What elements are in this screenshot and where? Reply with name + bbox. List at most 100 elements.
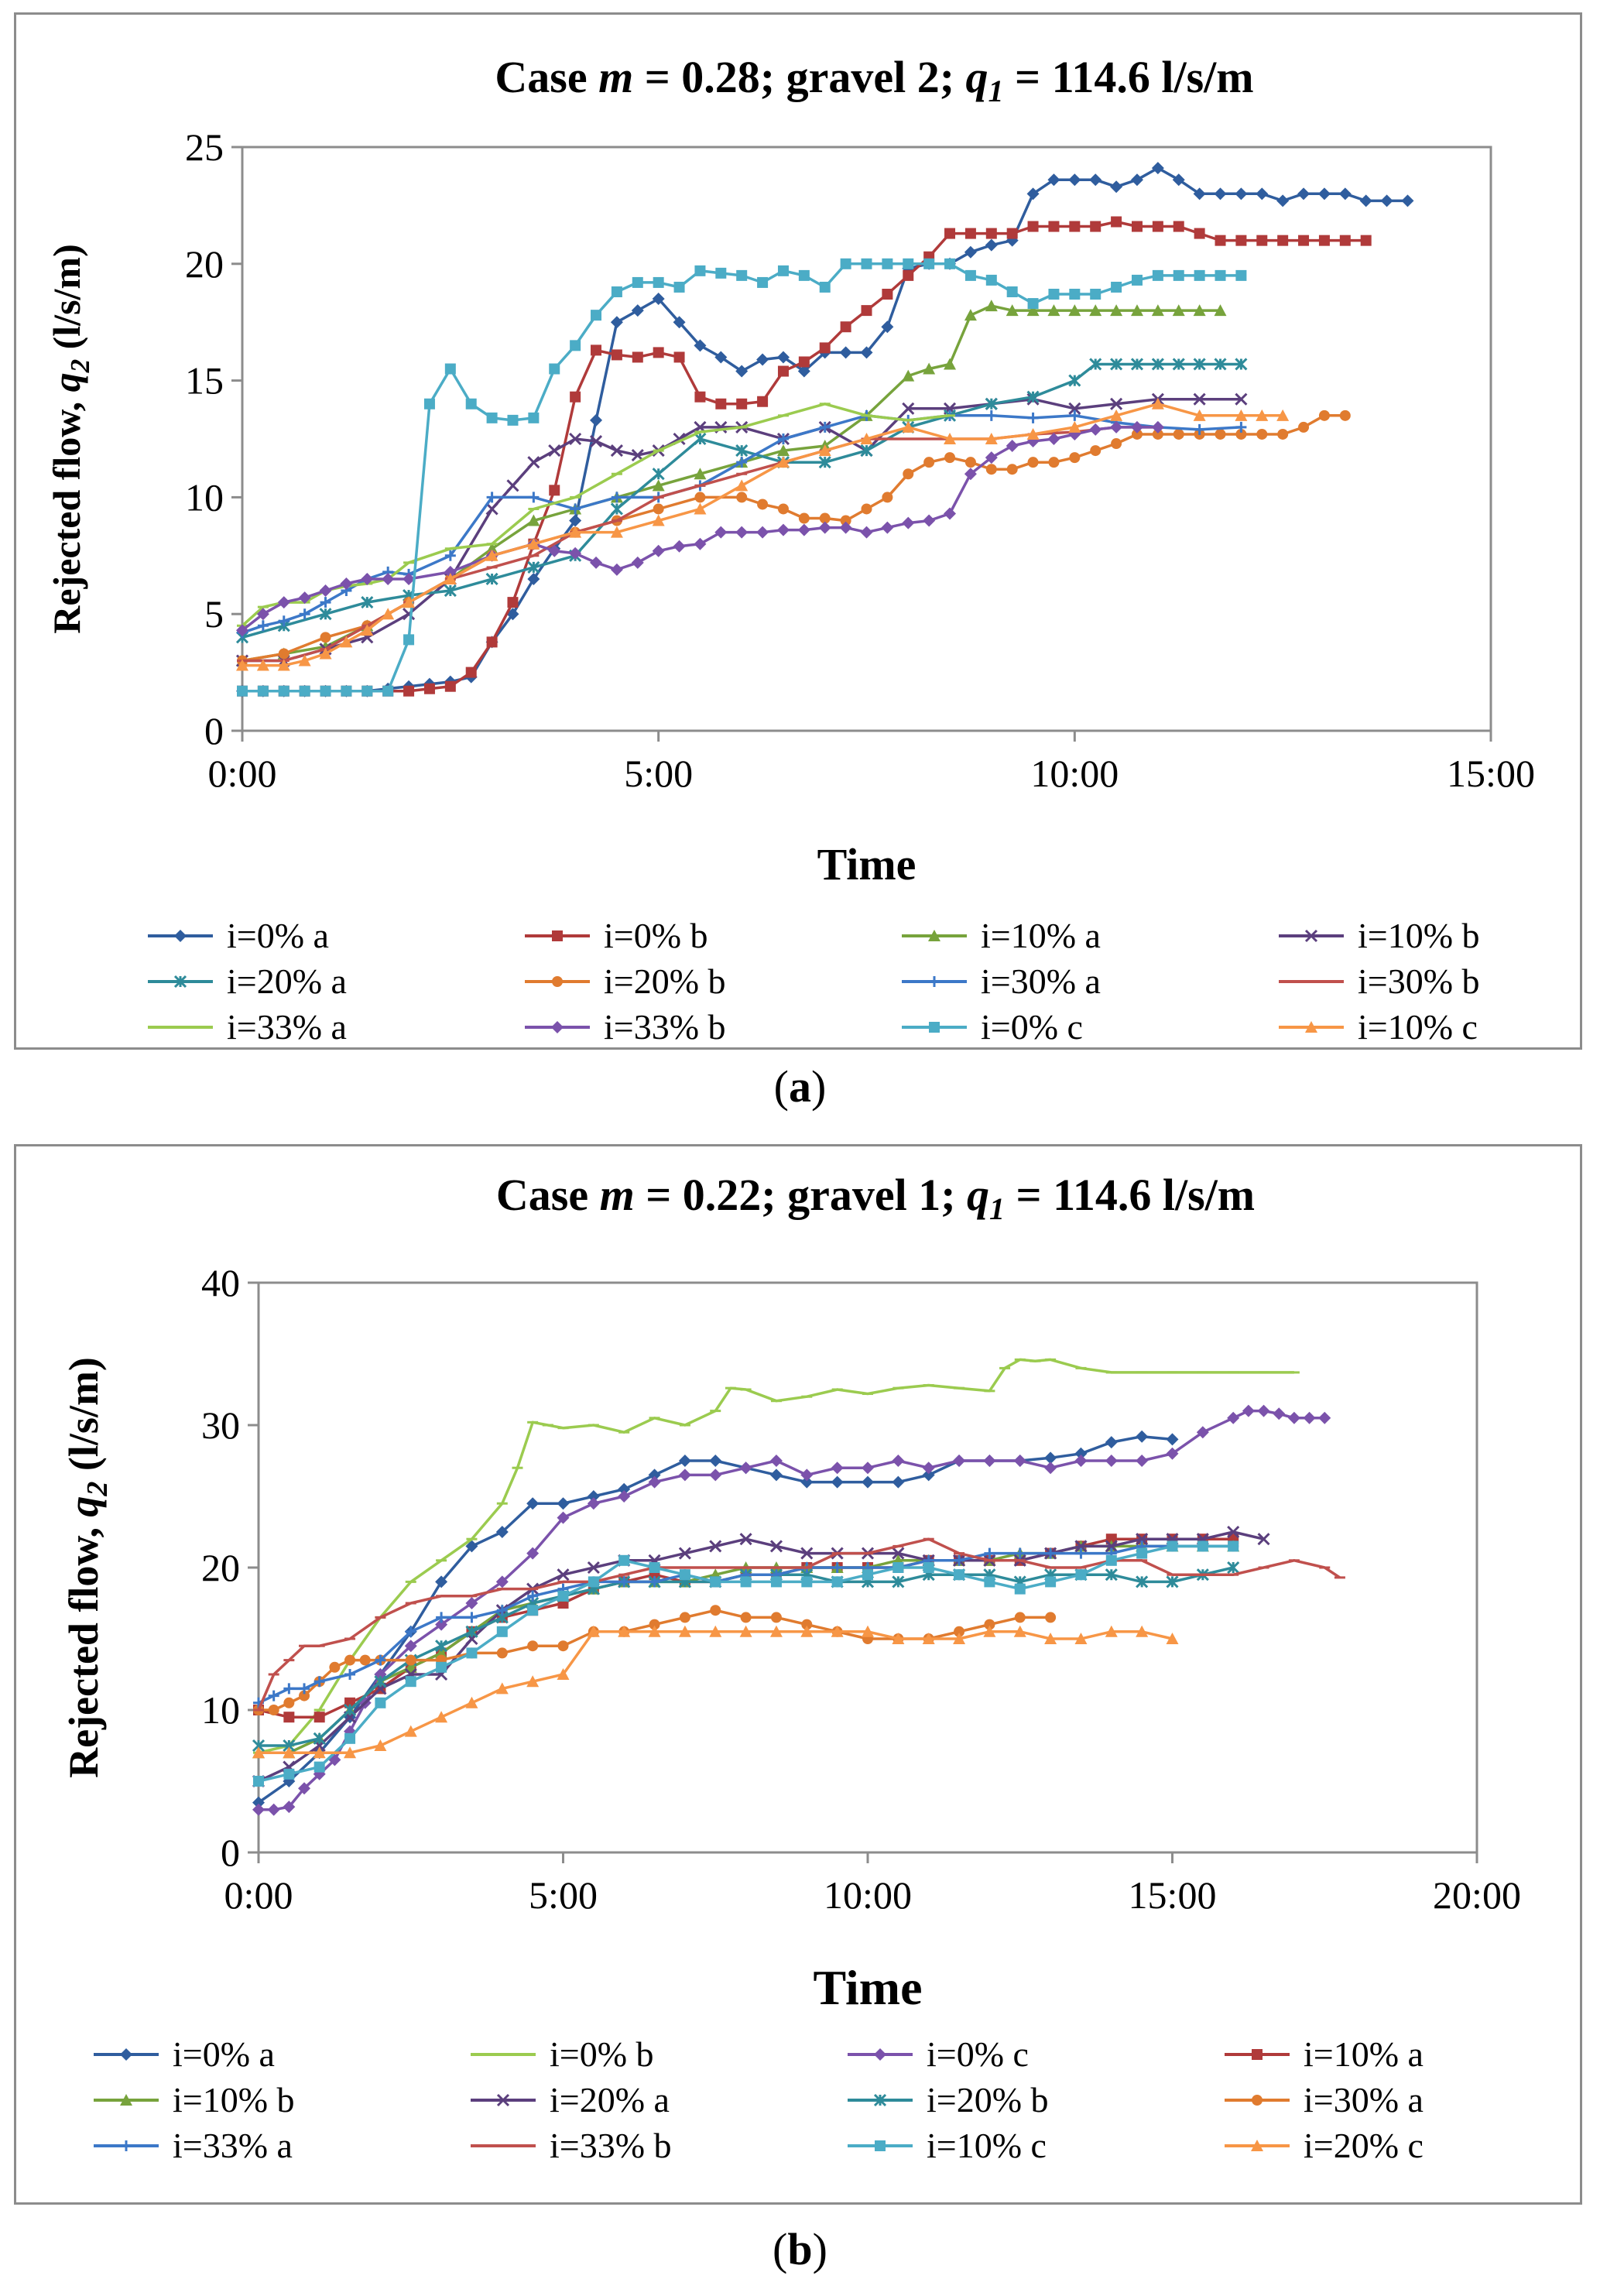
- y-tick-label: 0: [221, 1831, 240, 1874]
- data-point: i=0% c 7:00 → 19: [819, 281, 831, 293]
- data-point: i=20% c 6:00 → 15.5: [618, 1625, 631, 1637]
- data-point: i=0% b 7:00 → 16.4: [819, 342, 831, 354]
- legend-label: i=33% b: [604, 1007, 726, 1047]
- data-point: i=0% b 9:45 → 21.6: [1048, 221, 1060, 232]
- data-point: i=0% c 4:30 → 21: [526, 1547, 540, 1560]
- data-point: i=0% c 9:30 → 18.3: [1027, 298, 1039, 310]
- data-point: i=0% a 10:00 → 23.6: [1068, 173, 1081, 187]
- data-point: i=20% c 3:30 → 10.5: [465, 1696, 478, 1708]
- data-point: i=10% c 14:00 → 20.5: [1105, 1554, 1117, 1566]
- legend-marker: [873, 2093, 887, 2107]
- y-tick-label: 40: [201, 1261, 240, 1304]
- legend-label: i=10% a: [981, 916, 1101, 955]
- data-point: i=10% a 9:45 → 18: [1047, 304, 1060, 317]
- data-point: i=0% a 4:30 → 17.5: [610, 316, 623, 329]
- data-point: i=33% b 4:00 → 7.6: [569, 547, 582, 560]
- data-point: i=0% c 12:00 → 19.5: [1235, 269, 1247, 281]
- data-point: i=10% c 11:00 → 20: [923, 1562, 934, 1573]
- data-point: i=10% c 13:00 → 19: [1045, 1576, 1057, 1588]
- legend-label: i=0% c: [927, 2034, 1029, 2074]
- legend-label: i=33% a: [173, 2126, 293, 2165]
- data-point: i=0% c 11:30 → 19.5: [1194, 269, 1205, 281]
- data-point: i=20% b 5:30 → 10: [694, 492, 706, 503]
- legend-label: i=0% b: [604, 916, 708, 955]
- data-point: i=20% b 9:30 → 11.5: [1027, 457, 1039, 468]
- data-point: i=20% a 9:00 → 21: [800, 1547, 814, 1560]
- data-point: i=20% b 11:45 → 12.7: [1215, 428, 1226, 440]
- data-point: i=10% c 9:00 → 19: [801, 1576, 813, 1588]
- data-point: i=20% b 10:45 → 12.7: [1131, 428, 1143, 440]
- chart-b-svg: Case m = 0.22; gravel 1; q1 = 114.6 l/s/…: [60, 1170, 1521, 2165]
- data-point: i=20% b 8:15 → 11.5: [923, 457, 935, 468]
- y-tick-label: 20: [185, 242, 224, 286]
- data-point: i=0% c 3:00 → 16: [435, 1618, 448, 1631]
- data-point: i=33% a 6:30 → 19: [649, 1576, 660, 1588]
- data-point: i=20% a 7:30 → 21.5: [709, 1540, 722, 1553]
- data-point: i=0% c 15:30 → 29.5: [1196, 1426, 1209, 1439]
- data-point: i=33% b 1:15 → 6.3: [340, 577, 353, 590]
- data-point: i=0% a 4:30 → 24.5: [526, 1497, 540, 1510]
- series-line: [257, 1537, 1341, 1711]
- data-point: i=30% a 7:00 → 16.5: [679, 1612, 690, 1623]
- data-point: i=33% b 2:30 → 6.8: [444, 565, 457, 578]
- legend-marker: [929, 1022, 940, 1033]
- data-point: i=0% c 4:45 → 19.2: [632, 276, 643, 288]
- data-point: i=10% c 9:30 → 19: [831, 1576, 843, 1588]
- legend-label: i=0% a: [227, 916, 329, 955]
- data-point: i=0% c 4:00 → 16.5: [570, 340, 581, 351]
- data-point: i=10% a 10:45 → 18: [1130, 304, 1143, 317]
- data-point: i=20% c 9:00 → 15.5: [800, 1625, 814, 1637]
- data-point: i=20% b 7:30 → 9.5: [861, 503, 872, 515]
- legend-item: i=33% b: [471, 2126, 672, 2165]
- data-point: i=0% a 6:30 → 16: [776, 351, 790, 364]
- data-point: i=10% c 8:00 → 13: [902, 420, 915, 433]
- data-point: i=20% a 4:30 → 9.5: [610, 502, 623, 516]
- legend-item: i=0% c: [848, 2034, 1029, 2074]
- data-point: i=0% a 10:15 → 23.6: [1089, 173, 1102, 187]
- data-point: i=0% a 4:15 → 13.3: [590, 413, 603, 427]
- data-point: i=10% c 3:00 → 13: [436, 1661, 447, 1673]
- x-tick-label: 0:00: [224, 1873, 293, 1917]
- data-point: i=30% a 8:00 → 16.5: [740, 1612, 752, 1623]
- data-point: i=30% a 6:30 → 16: [649, 1619, 660, 1630]
- legend-item: i=33% a: [148, 1007, 347, 1047]
- data-point: i=20% a 5:30 → 20: [587, 1561, 600, 1575]
- data-point: i=10% c 0:30 → 5.5: [283, 1768, 295, 1780]
- data-point: i=20% c 4:30 → 12: [526, 1675, 540, 1688]
- data-point: i=10% b 4:15 → 12.4: [589, 434, 603, 448]
- series-i-0-c: i=0% c 0:00 → 3i=0% c 0:15 → 3i=0% c 0:3…: [252, 1404, 1331, 1816]
- data-point: i=0% c 0:45 → 1.7: [299, 685, 310, 697]
- data-point: i=10% c 15:00 → 21.5: [1167, 1540, 1178, 1552]
- data-point: i=0% b 7:45 → 18.7: [882, 289, 893, 300]
- data-point: i=0% c 15:00 → 28: [1166, 1447, 1179, 1460]
- data-point: i=0% a 5:30 → 25: [587, 1490, 600, 1503]
- data-point: i=0% a 11:45 → 23: [1214, 187, 1227, 200]
- data-point: i=10% c 10:30 → 20: [893, 1562, 904, 1573]
- data-point: i=20% a 13:30 → 21.5: [1074, 1540, 1088, 1553]
- data-point: i=33% b 8:00 → 8.9: [902, 516, 915, 529]
- data-point: i=0% a 7:45 → 17.3: [881, 320, 894, 334]
- data-point: i=33% a 2:30 → 15.5: [405, 1626, 416, 1637]
- data-point: i=10% c 8:00 → 19: [740, 1576, 752, 1588]
- data-point: i=20% b 1:00 → 8: [313, 1732, 326, 1745]
- data-point: i=0% c 2:30 → 14.5: [404, 1640, 417, 1653]
- data-point: i=0% c 8:15 → 20: [923, 258, 935, 269]
- legend-label: i=30% b: [1358, 961, 1480, 1001]
- data-point: i=10% b 10:30 → 14: [1110, 397, 1123, 410]
- data-point: i=0% b 10:00 → 21.6: [1069, 221, 1081, 232]
- legend-label: i=10% c: [1358, 1007, 1478, 1047]
- data-point: i=0% c 11:00 → 27: [922, 1462, 935, 1475]
- data-point: i=0% c 6:15 → 19.2: [757, 276, 769, 288]
- data-point: i=10% a 8:15 → 15.5: [923, 362, 936, 375]
- data-point: i=20% b 5:00 → 9.5: [653, 503, 664, 515]
- data-point: i=33% b 0:45 → 5.7: [298, 591, 311, 605]
- data-point: i=10% c 2:00 → 5.5: [403, 596, 416, 608]
- caption-a: (a): [773, 1061, 827, 1112]
- data-point: i=20% c 14:00 → 15.5: [1105, 1625, 1118, 1637]
- data-point: i=30% a 12:00 → 16: [984, 1619, 995, 1630]
- series-i-10-c: i=10% c 0:00 → 2.8 i=10% c 0:15 → 2.8 i=10…: [236, 397, 1290, 671]
- data-point: i=0% a 5:00 → 18.5: [652, 293, 665, 306]
- data-point: i=0% c 12:30 → 27.5: [1013, 1455, 1026, 1467]
- data-point: i=10% c 5:00 → 9: [652, 514, 665, 526]
- data-point: i=0% b 13:30 → 21: [1360, 235, 1372, 246]
